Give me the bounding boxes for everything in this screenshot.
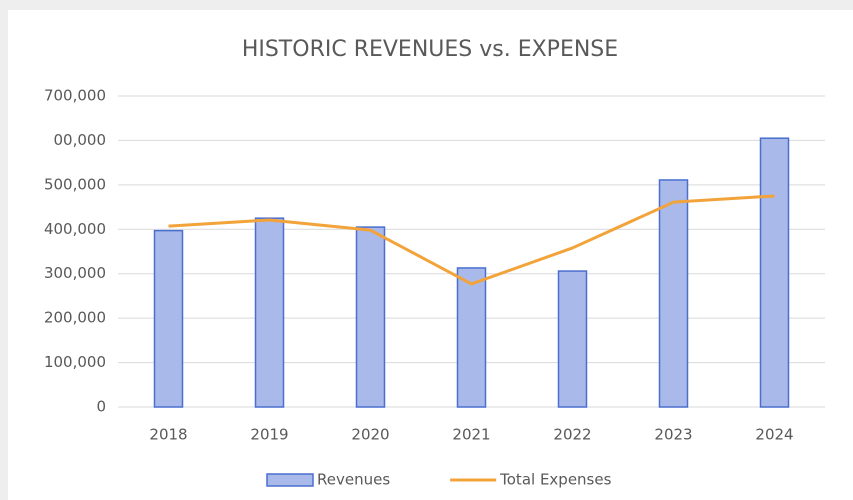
- line: [168, 194, 775, 286]
- x-tick-label: 2023: [654, 426, 692, 444]
- bar: [254, 217, 285, 408]
- bar: [658, 179, 689, 408]
- x-tick-label: 2020: [351, 426, 389, 444]
- y-tick-label: 500,000: [44, 175, 106, 193]
- x-tick-label: 2022: [553, 426, 591, 444]
- chart-background: [8, 10, 853, 500]
- legend-label: Total Expenses: [499, 471, 611, 489]
- y-tick-label: 0: [96, 398, 106, 416]
- chart-title: HISTORIC REVENUES vs. EXPENSE: [242, 37, 618, 62]
- bar: [456, 267, 487, 408]
- y-tick-label: 700,000: [44, 87, 106, 105]
- x-tick-label: 2021: [452, 426, 490, 444]
- bar: [153, 229, 184, 408]
- x-tick-label: 2019: [250, 426, 288, 444]
- y-tick-label: 300,000: [44, 264, 106, 282]
- y-tick-label: 400,000: [44, 220, 106, 238]
- bar: [355, 226, 386, 408]
- legend-label: Revenues: [317, 471, 390, 489]
- bar: [759, 137, 790, 408]
- x-tick-label: 2024: [755, 426, 793, 444]
- y-tick-label: 200,000: [44, 309, 106, 327]
- y-tick-label: 100,000: [44, 353, 106, 371]
- legend-swatch: [266, 473, 314, 487]
- y-tick-label: 00,000: [54, 131, 107, 149]
- x-tick-label: 2018: [149, 426, 187, 444]
- bar: [557, 270, 588, 408]
